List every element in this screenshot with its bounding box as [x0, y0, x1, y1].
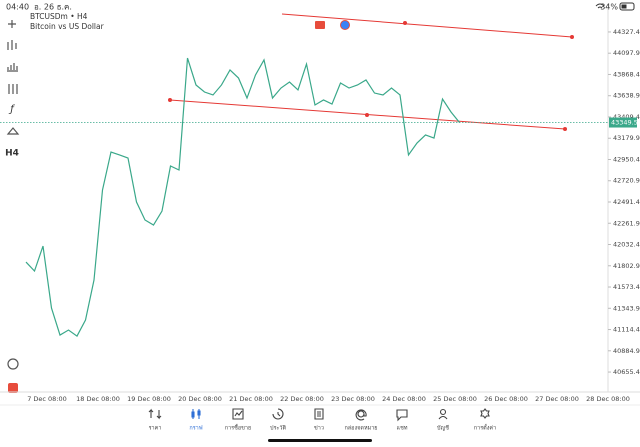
tab-label[interactable]: ข่าว: [314, 426, 324, 432]
tab-label[interactable]: แชท: [397, 425, 408, 432]
current-price-label: 43349.53: [611, 119, 640, 127]
shapes-tool[interactable]: [6, 127, 20, 135]
y-tick-label: 43868.40: [613, 70, 640, 78]
tab-icon[interactable]: [396, 409, 408, 422]
chart-subtitle: Bitcoin vs US Dollar: [30, 22, 105, 31]
x-tick-label: 27 Dec 08:00: [535, 395, 579, 403]
x-tick-label: 26 Dec 08:00: [484, 395, 528, 403]
tab-label[interactable]: กราฟ: [189, 425, 202, 432]
y-tick-label: 44327.40: [613, 28, 640, 36]
current-price-box: [609, 117, 637, 128]
home-indicator: [268, 439, 372, 442]
x-tick-label: 7 Dec 08:00: [27, 395, 67, 403]
one-click-icon[interactable]: [315, 21, 325, 29]
indicators-tool[interactable]: [7, 63, 18, 72]
tab-label[interactable]: การตั้งค่า: [474, 424, 496, 432]
trendlines: [168, 13, 574, 131]
trendline-anchor[interactable]: [570, 35, 574, 39]
x-tick-label: 20 Dec 08:00: [178, 395, 222, 403]
y-tick-label: 42720.90: [613, 177, 640, 185]
crosshair-tool[interactable]: [8, 20, 16, 28]
battery-icon: [619, 2, 635, 11]
speed-icon[interactable]: [7, 358, 19, 370]
y-tick-label: 40655.40: [613, 368, 640, 376]
y-tick-label: 41802.90: [613, 262, 640, 270]
tab-icon[interactable]: [438, 408, 448, 420]
trendline-anchor[interactable]: [365, 113, 369, 117]
tab-label[interactable]: กล่องจดหมาย: [344, 426, 377, 432]
y-tick-label: 42032.40: [613, 241, 640, 249]
trendline-anchor[interactable]: [403, 21, 407, 25]
wifi-icon: [595, 3, 605, 9]
status-time: 04:40: [6, 3, 29, 12]
x-tick-label: 24 Dec 08:00: [382, 395, 426, 403]
tab-icon[interactable]: [272, 408, 284, 420]
tab-icon[interactable]: [232, 408, 244, 420]
chart-title: BTCUSDm • H4: [30, 12, 88, 21]
status-date: อ. 26 ธ.ค.: [34, 3, 72, 12]
chart-type-tool[interactable]: [7, 40, 17, 50]
tab-icon[interactable]: [148, 408, 162, 420]
y-tick-label: 41343.90: [613, 304, 640, 312]
y-tick-label: 42261.90: [613, 219, 640, 227]
tab-icon[interactable]: [314, 408, 324, 420]
x-tick-label: 22 Dec 08:00: [280, 395, 324, 403]
trendline[interactable]: [281, 13, 573, 38]
trendline-anchor[interactable]: [168, 98, 172, 102]
y-tick-label: 44097.90: [613, 49, 640, 57]
app-icon[interactable]: [8, 383, 18, 393]
y-tick-label: 43638.90: [613, 92, 640, 100]
tab-icon[interactable]: [355, 409, 367, 421]
x-tick-label: 18 Dec 08:00: [76, 395, 120, 403]
x-tick-label: 19 Dec 08:00: [127, 395, 171, 403]
y-tick-label: 40884.90: [613, 347, 640, 355]
tab-icon[interactable]: [480, 408, 490, 419]
y-tick-label: 41573.40: [613, 283, 640, 291]
tab-bar: ราคา กราฟ การซื้อขาย ประวัติ ข่าว กล่องจดหมาย…: [148, 408, 496, 432]
y-tick-label: 41114.40: [613, 326, 640, 334]
y-tick-label: 42950.40: [613, 155, 640, 163]
battery-level: [621, 4, 627, 9]
left-toolbar: ƒ H4: [5, 20, 20, 393]
x-tick-label: 28 Dec 08:00: [586, 395, 630, 403]
price-line: [25, 57, 460, 337]
x-tick-label: 25 Dec 08:00: [433, 395, 477, 403]
function-icon[interactable]: ƒ: [8, 104, 15, 115]
tab-label[interactable]: บัญชี: [437, 425, 449, 432]
tab-label[interactable]: ประวัติ: [270, 425, 286, 432]
y-tick-label: 43409.40: [613, 113, 640, 121]
trade-icon[interactable]: [340, 20, 350, 30]
status-battery: 34%: [600, 3, 618, 12]
tab-label[interactable]: การซื้อขาย: [225, 424, 251, 432]
x-tick-label: 21 Dec 08:00: [229, 395, 273, 403]
timeframe-button[interactable]: H4: [5, 149, 19, 159]
objects-tool[interactable]: [8, 84, 18, 94]
trendline-anchor[interactable]: [563, 127, 567, 131]
tab-label[interactable]: ราคา: [149, 426, 162, 432]
x-tick-label: 23 Dec 08:00: [331, 395, 375, 403]
y-tick-label: 42491.40: [613, 198, 640, 206]
tab-icon[interactable]: [191, 409, 201, 419]
y-tick-label: 43179.90: [613, 134, 640, 142]
